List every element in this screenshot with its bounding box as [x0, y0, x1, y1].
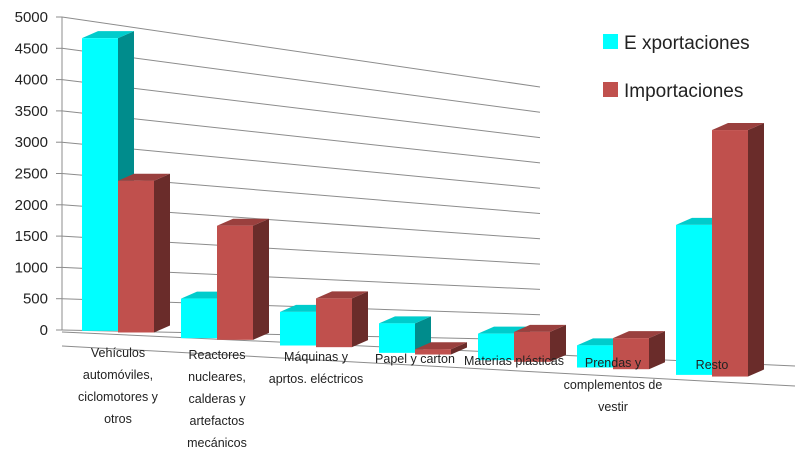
y-tick-label: 2000	[15, 197, 48, 214]
bar-importaciones	[217, 218, 269, 340]
bar-top	[514, 324, 566, 332]
bar-top	[82, 31, 134, 39]
category-label: Reactores nucleares, calderas y artefactos m…	[187, 348, 247, 450]
bar-exportaciones	[379, 316, 431, 353]
bar-top	[613, 331, 665, 339]
legend: E xportaciones Importaciones	[603, 33, 750, 102]
y-tick-label: 1500	[15, 228, 48, 245]
bar-front	[415, 349, 451, 355]
category-label: Vehículos automóviles, ciclomotores y otros	[78, 346, 159, 426]
bar-front	[316, 298, 352, 348]
legend-swatch	[603, 82, 618, 97]
bar-top	[712, 123, 764, 131]
bar-front	[577, 345, 613, 368]
bar-top	[118, 173, 170, 181]
bar-top	[217, 218, 269, 226]
bar-side	[748, 123, 764, 377]
bar-front	[118, 180, 154, 333]
bar-side	[415, 316, 431, 353]
gridline	[61, 141, 541, 189]
bar-front	[613, 338, 649, 370]
bar-side	[649, 331, 665, 370]
bar-importaciones	[316, 291, 368, 348]
y-tick-label: 3500	[15, 103, 48, 120]
bar-side	[154, 173, 170, 333]
y-tick-label: 5000	[15, 9, 48, 26]
bar-top	[316, 291, 368, 299]
y-tick-label: 3000	[15, 134, 48, 151]
y-tick-label: 2500	[15, 166, 48, 183]
floor-line-front	[61, 345, 796, 387]
gridline	[61, 110, 541, 164]
category-label: Máquinas y aprtos. eléctricos	[269, 350, 363, 386]
bar-importaciones	[415, 342, 467, 355]
y-tick-label: 4000	[15, 72, 48, 89]
legend-label: Importaciones	[624, 81, 743, 102]
bar-front	[82, 38, 118, 331]
category-label: Resto	[696, 358, 729, 372]
gridline	[61, 16, 541, 88]
bar-front	[379, 323, 415, 353]
y-tick-label: 0	[40, 322, 48, 339]
legend-swatch	[603, 34, 618, 49]
category-label: Materias plásticas	[464, 354, 564, 368]
bars	[82, 31, 764, 377]
y-tick-label: 4500	[15, 40, 48, 57]
bar-top	[415, 342, 467, 350]
category-label: Papel y carton	[375, 352, 455, 366]
gridline	[61, 47, 541, 113]
bar-front	[478, 333, 514, 361]
gridline	[61, 79, 541, 139]
bar-side	[253, 218, 269, 340]
y-tick-label: 500	[23, 291, 48, 308]
bar-importaciones	[514, 324, 566, 362]
bar-front	[514, 331, 550, 362]
bar-front	[280, 311, 316, 346]
bar-side	[352, 291, 368, 348]
y-axis: 0 500 1000 1500 2000 2500 3000 3500 4000 4500 5000	[15, 9, 63, 339]
bar-importaciones	[613, 331, 665, 370]
bar-front	[217, 225, 253, 340]
bar-front	[676, 224, 712, 375]
bar-importaciones	[118, 173, 170, 333]
bar-importaciones	[712, 123, 764, 377]
bar-side	[451, 342, 467, 355]
category-label: Prendas y complementos de vestir	[564, 356, 663, 414]
y-tick-label: 1000	[15, 259, 48, 276]
category-labels: Vehículos automóviles, ciclomotores y otros…	[78, 346, 728, 450]
legend-label: E xportaciones	[624, 33, 750, 54]
bar-top	[379, 316, 431, 324]
bar-front	[181, 298, 217, 339]
bar-front	[712, 130, 748, 377]
bar-side	[550, 324, 566, 362]
